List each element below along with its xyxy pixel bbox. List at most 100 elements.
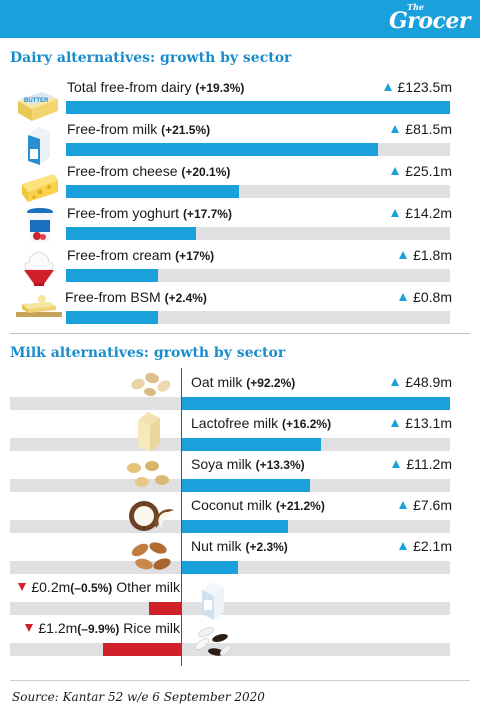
bar-fill [182,520,288,533]
bar-value-text: £25.1m [405,163,452,179]
bar-value-text: £0.8m [413,289,452,305]
milk-carton-icon [138,412,160,452]
bar-label-name: Free-from cream [67,247,176,263]
bar-label-name: Free-from yoghurt [67,205,183,221]
bar-label-growth: (–9.9%) [77,622,120,636]
bar-fill-negative [102,643,182,656]
bar-value: £2.1m [399,538,452,554]
bar-label-growth: (+19.3%) [195,81,245,95]
bar-label-name: Nut milk [191,538,246,554]
milk-carton-icon [28,127,50,165]
bar-value-text: £7.6m [413,497,452,513]
bar-label: Nut milk (+2.3%) [191,538,288,554]
down-arrow-icon [18,583,27,591]
bar-label: Soya milk (+13.3%) [191,456,305,472]
bar-label-growth: (+21.2%) [275,499,325,513]
bar-label: Free-from cheese (+20.1%) [67,163,230,179]
bar-fill [182,397,450,410]
bar-label-name: Rice milk [119,620,180,636]
up-arrow-icon [383,83,392,91]
milk-title: Milk alternatives: growth by sector [10,345,286,361]
bar-value-text: £1.8m [413,247,452,263]
yoghurt-icon [27,208,53,242]
dairy-title: Dairy alternatives: growth by sector [10,50,292,66]
cream-icon [24,251,54,286]
bar-value: £123.5m [383,79,452,95]
coconut-icon [129,501,174,531]
bar-label-name: Free-from cheese [67,163,182,179]
cheese-icon [22,174,58,202]
bar-value-text: £48.9m [405,374,452,390]
bar-value: £81.5m [391,121,452,137]
bar-value-text: £1.2m [38,620,78,636]
bar-fill [66,185,240,198]
up-arrow-icon [391,125,400,133]
bar-value: £13.1m [391,415,452,431]
bar-track [10,602,450,615]
almonds-icon [131,542,171,570]
bar-label-growth: (+17%) [175,249,215,263]
up-arrow-icon [391,419,400,427]
bar-label-growth: (+21.5%) [161,123,211,137]
up-arrow-icon [399,542,408,550]
bar-fill [66,269,158,282]
milk-carton-icon [202,582,224,620]
bar-label-growth: (–0.5%) [70,581,113,595]
bar-label-growth: (+16.2%) [282,417,332,431]
bar-fill [66,311,158,324]
up-arrow-icon [391,378,400,386]
bar-fill [66,143,378,156]
bar-label: Total free-from dairy (+19.3%) [67,79,244,95]
bar-value: £7.6m [399,497,452,513]
spread-icon [16,295,62,317]
rice-grains-icon [194,627,232,656]
bar-label-name: Free-from BSM [65,289,165,305]
up-arrow-icon [399,251,408,259]
bar-label-name: Free-from milk [67,121,162,137]
bar-value: £25.1m [391,163,452,179]
bar-label: Coconut milk (+21.2%) [191,497,325,513]
brand-small: The [407,2,424,12]
header-bar: The Grocer [0,0,480,38]
up-arrow-icon [399,293,408,301]
bar-value-text: £14.2m [405,205,452,221]
bar-fill [182,561,238,574]
section-divider [10,333,470,334]
bar-label-growth: (+2.3%) [245,540,288,554]
bar-value: £48.9m [391,374,452,390]
bar-label-name: Soya milk [191,456,256,472]
bar-value-text: £123.5m [397,79,452,95]
bar-label: £0.2m(–0.5%) Other milk [18,579,180,595]
zero-axis [181,368,182,666]
bar-label-name: Total free-from dairy [67,79,196,95]
bar-label: Oat milk (+92.2%) [191,374,295,390]
bar-value: £1.8m [399,247,452,263]
soya-beans-icon [127,461,169,487]
bar-fill [182,438,321,451]
svg-text:BUTTER: BUTTER [24,98,49,104]
bar-value-text: £13.1m [405,415,452,431]
bar-value: £0.8m [399,289,452,305]
bar-label: £1.2m(–9.9%) Rice milk [25,620,180,636]
bar-label: Free-from yoghurt (+17.7%) [67,205,232,221]
butter-icon: BUTTER [18,92,58,121]
bar-label-name: Oat milk [191,374,247,390]
bar-label-growth: (+2.4%) [164,291,207,305]
bar-track [66,269,450,282]
bar-track [66,311,450,324]
bar-value-text: £81.5m [405,121,452,137]
bar-fill [66,101,450,114]
down-arrow-icon [25,624,34,632]
brand-name: Grocer [388,8,471,34]
oats-icon [131,372,171,397]
bar-value-text: £11.2m [406,456,452,472]
bar-fill [182,479,311,492]
bar-label-growth: (+17.7%) [182,207,232,221]
up-arrow-icon [391,167,400,175]
bar-label-name: Coconut milk [191,497,276,513]
bar-value: £11.2m [392,456,452,472]
bar-label: Free-from cream (+17%) [67,247,214,263]
bar-label-growth: (+20.1%) [181,165,231,179]
bar-label: Free-from milk (+21.5%) [67,121,210,137]
bar-fill [66,227,197,240]
